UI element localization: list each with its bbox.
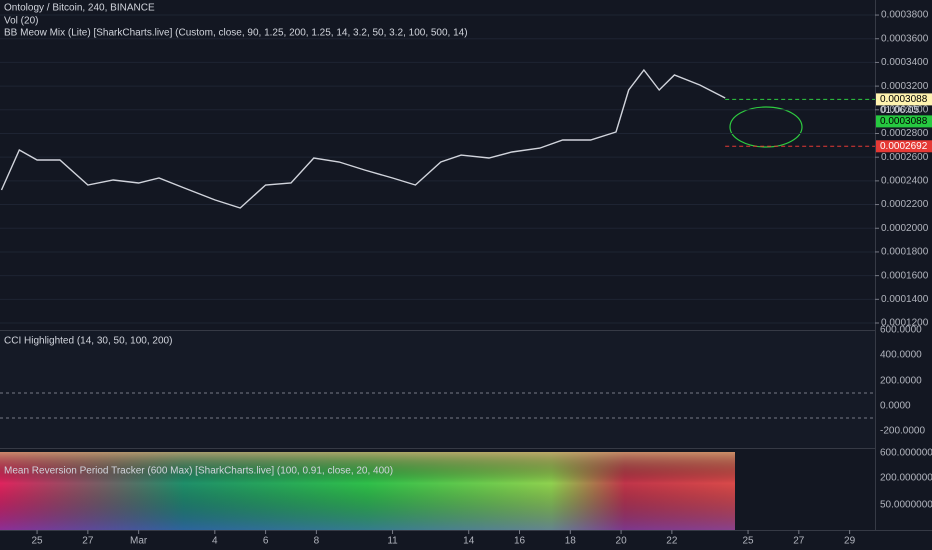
symbol-title: Ontology / Bitcoin, 240, BINANCE [4, 3, 155, 14]
x-tick-label: 25 [742, 536, 754, 547]
y-tick-label: 0.0001600 [881, 270, 929, 281]
y-tick-label: 0.0003200 [881, 81, 929, 92]
y-tick-label: 0.0002200 [881, 199, 929, 210]
y-tick-label: 0.0003000 [881, 104, 929, 115]
y-tick-label: 0.0002400 [881, 176, 929, 187]
price-label-box [876, 140, 932, 153]
tracker-title: Mean Reversion Period Tracker (600 Max) … [4, 466, 393, 477]
cci-axis-label: 0.0000 [880, 401, 911, 412]
tracker-axis-label: 200.0000000 [880, 473, 932, 484]
indicator-label: BB Meow Mix (Lite) [SharkCharts.live] (C… [4, 28, 468, 39]
drawing-ellipse [729, 106, 803, 148]
price-label: 0.0002692 [880, 141, 928, 152]
x-tick-label: 6 [263, 536, 269, 547]
y-tick-label: 0.0001800 [881, 247, 929, 258]
y-tick-label: 0.0002000 [881, 223, 929, 234]
x-tick-label: 8 [314, 536, 320, 547]
x-tick-label: 14 [463, 536, 475, 547]
price-line [0, 68, 726, 209]
cci-pane [0, 331, 875, 448]
volume-label: Vol (20) [4, 16, 38, 27]
x-tick-label: 27 [793, 536, 805, 547]
cci-axis-label: -200.0000 [880, 426, 925, 437]
cci-axis-label: 400.0000 [880, 350, 922, 361]
x-tick-label: 11 [387, 536, 398, 547]
price-label-box [876, 93, 932, 106]
y-tick-label: 0.0001400 [881, 294, 929, 305]
price-label: 0.0003088 [880, 94, 928, 105]
tracker-axis-label: 50.0000000 [880, 500, 932, 511]
y-tick-label: 0.0001200 [881, 318, 929, 329]
tracker-heatmap-overlay [0, 452, 735, 530]
cci-title: CCI Highlighted (14, 30, 50, 100, 200) [4, 336, 172, 347]
x-tick-label: 25 [32, 536, 44, 547]
price-axis-border [875, 0, 876, 530]
y-tick-label: 0.0002600 [881, 152, 929, 163]
x-tick-label: 22 [666, 536, 678, 547]
y-tick-label: 0.0003600 [881, 33, 929, 44]
y-tick-label: 0.0003400 [881, 57, 929, 68]
x-tick-label: Mar [130, 536, 148, 547]
y-tick-label: 0.0002800 [881, 128, 929, 139]
x-tick-label: 4 [212, 536, 218, 547]
last-price-box [876, 115, 932, 128]
x-tick-label: 20 [616, 536, 628, 547]
x-tick-label: 18 [565, 536, 577, 547]
x-tick-label: 27 [82, 536, 94, 547]
y-tick-label: 0.0003800 [881, 10, 929, 21]
cci-axis-label: 600.0000 [880, 325, 922, 336]
tracker-axis-label: 600.0000000 [880, 448, 932, 459]
pane-divider [0, 448, 875, 449]
countdown: 01:06:05 [880, 105, 919, 116]
pane-divider [0, 330, 875, 331]
x-tick-label: 16 [514, 536, 526, 547]
cci-axis-label: 200.0000 [880, 376, 922, 387]
time-axis-border [0, 530, 932, 531]
x-tick-label: 29 [844, 536, 856, 547]
last-price: 0.0003088 [880, 116, 928, 127]
